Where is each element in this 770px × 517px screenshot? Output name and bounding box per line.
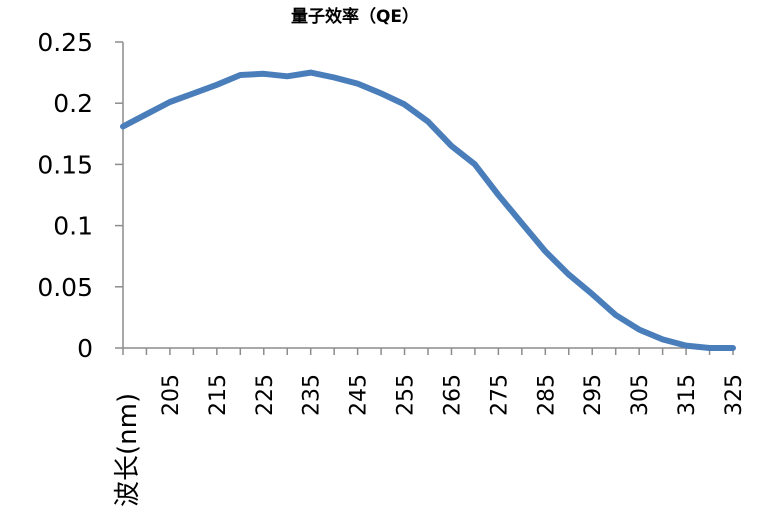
x-tick-label: 295 — [581, 374, 606, 416]
series-line — [120, 69, 736, 351]
y-tick-label: 0.25 — [37, 28, 93, 57]
x-axis-label: 波长(nm) — [113, 393, 143, 507]
x-tick-label: 255 — [394, 374, 419, 416]
y-tick-label: 0 — [77, 334, 93, 363]
y-tick-label: 0.1 — [53, 212, 93, 241]
chart-title: 量子效率（QE） — [291, 6, 419, 27]
x-tick-label: 325 — [722, 374, 747, 416]
x-tick-label: 275 — [487, 374, 512, 416]
x-tick-label: 305 — [628, 374, 653, 416]
y-tick-label: 0.15 — [37, 150, 93, 179]
x-tick-label: 315 — [675, 374, 700, 416]
x-tick-label: 225 — [253, 374, 278, 416]
x-tick-label: 205 — [159, 374, 184, 416]
x-tick-label: 285 — [534, 374, 559, 416]
x-tick-label: 215 — [206, 374, 231, 416]
x-tick-label: 235 — [300, 374, 325, 416]
y-tick-label: 0.2 — [53, 89, 93, 118]
x-tick-label: 265 — [440, 374, 465, 416]
y-tick-label: 0.05 — [37, 273, 93, 302]
y-ticks: 0 0.05 0.1 0.15 0.2 0.25 — [37, 28, 123, 363]
x-ticks: 205 215 225 235 245 255 265 275 285 295 305 315 325 — [122, 348, 747, 416]
series-layer — [120, 69, 736, 351]
x-tick-label: 245 — [347, 374, 372, 416]
